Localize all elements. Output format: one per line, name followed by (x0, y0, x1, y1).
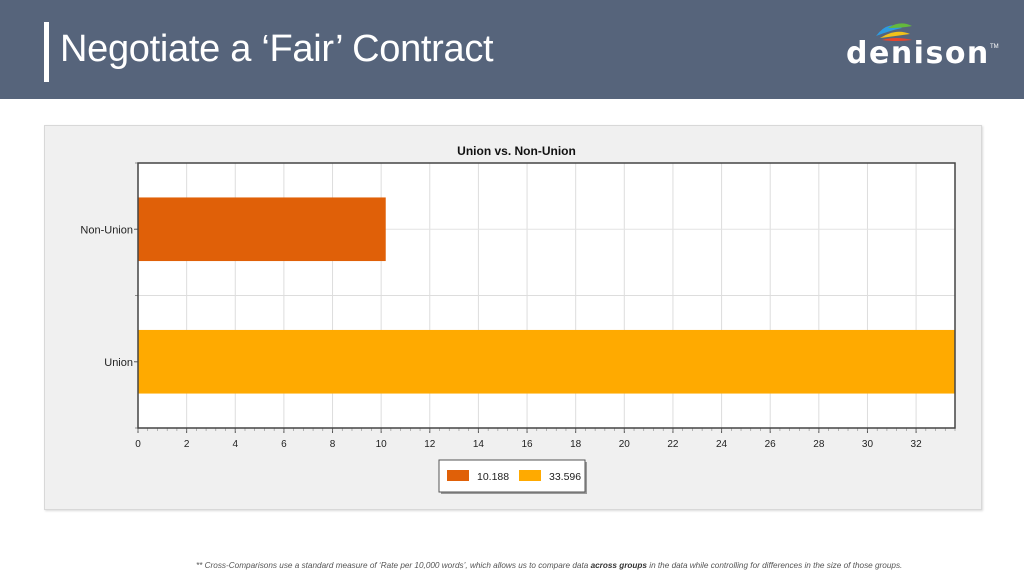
x-tick-label: 24 (716, 439, 728, 450)
x-tick-label: 22 (667, 439, 679, 450)
footnote-text-end: in the data while controlling for differ… (646, 561, 903, 570)
x-tick-label: 12 (424, 439, 436, 450)
x-tick-label: 14 (473, 439, 485, 450)
x-tick-label: 8 (330, 439, 336, 450)
x-tick-label: 26 (765, 439, 777, 450)
logo-trademark: TM (990, 44, 999, 50)
denison-logo: denison TM (840, 22, 1010, 72)
x-tick-label: 16 (521, 439, 533, 450)
x-tick-label: 6 (281, 439, 287, 450)
x-tick-label: 10 (376, 439, 388, 450)
page-title: Negotiate a ‘Fair’ Contract (60, 28, 494, 70)
chart-panel: Union vs. Non-Union 0 2 4 6 8 10 12 14 16 18 20 22 24… (44, 125, 982, 510)
plot-border (137, 162, 956, 429)
x-tick-label: 32 (911, 439, 923, 450)
x-tick-label: 4 (232, 439, 238, 450)
x-tick-label: 20 (619, 439, 631, 450)
logo-petals-icon (876, 23, 912, 41)
bar-non-union (138, 197, 386, 262)
bar-union (138, 329, 955, 394)
title-accent-bar (44, 22, 49, 82)
header-bar: Negotiate a ‘Fair’ Contract denison TM (0, 0, 1024, 99)
footnote: ** Cross-Comparisons use a standard meas… (196, 561, 902, 570)
logo-wordmark: denison (846, 36, 990, 71)
x-tick-label: 18 (570, 439, 582, 450)
x-tick-label: 28 (813, 439, 825, 450)
x-tick-label: 0 (135, 439, 141, 450)
footnote-emphasis: across groups (590, 561, 647, 570)
x-tick-label: 30 (862, 439, 874, 450)
x-tick-label: 2 (184, 439, 190, 450)
legend-label: 33.596 (549, 471, 581, 483)
chart-title: Union vs. Non-Union (457, 144, 576, 158)
category-label: Union (104, 357, 133, 369)
category-label: Non-Union (80, 224, 133, 236)
footnote-text-start: ** Cross-Comparisons use a standard meas… (196, 561, 591, 570)
legend-swatch (519, 470, 541, 481)
legend-label: 10.188 (477, 471, 509, 483)
legend-swatch (447, 470, 469, 481)
